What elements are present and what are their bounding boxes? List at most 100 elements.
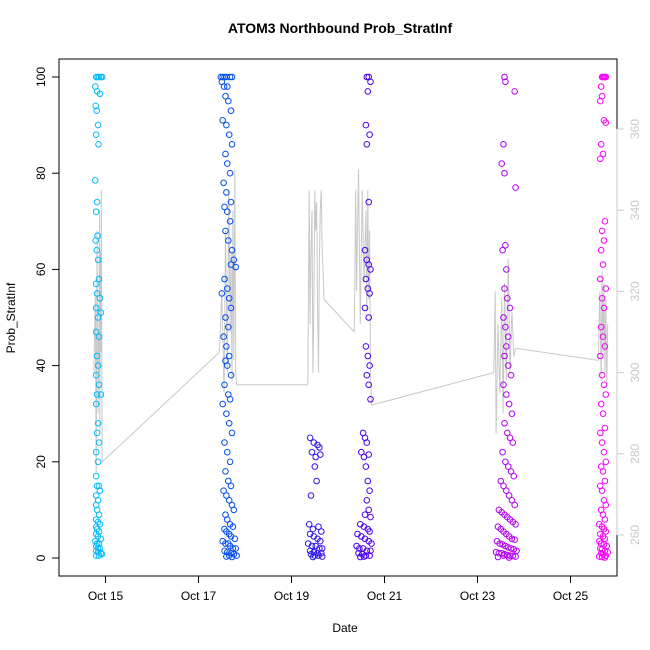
data-point <box>92 177 99 184</box>
data-point <box>501 420 508 427</box>
data-point <box>220 333 227 341</box>
y-tick-label: 60 <box>34 262 48 276</box>
data-point <box>98 550 106 558</box>
data-point <box>366 528 373 535</box>
data-point <box>224 448 231 456</box>
data-point <box>511 501 519 509</box>
data-point <box>501 73 508 81</box>
data-point <box>222 92 229 100</box>
data-point <box>92 208 100 215</box>
data-point <box>597 429 604 437</box>
data-point <box>95 275 103 283</box>
data-point <box>94 420 102 427</box>
x-axis-label: Date <box>332 621 358 635</box>
y-tick-label: 40 <box>34 359 48 373</box>
data-point <box>512 553 519 560</box>
data-point <box>97 391 105 398</box>
data-point <box>223 410 230 418</box>
data-point <box>221 439 228 446</box>
data-point <box>597 97 604 105</box>
data-point <box>224 285 231 292</box>
data-point <box>225 131 233 138</box>
data-point <box>599 150 607 158</box>
x-tick-label: Oct 17 <box>181 589 217 603</box>
data-point <box>507 371 515 379</box>
data-point <box>95 381 103 389</box>
data-point <box>367 513 374 521</box>
data-point <box>498 160 506 167</box>
data-point <box>598 439 606 446</box>
data-point <box>601 554 609 561</box>
data-point <box>598 553 606 561</box>
data-point <box>225 477 232 485</box>
data-point <box>220 487 227 495</box>
data-point <box>367 547 374 555</box>
data-point <box>602 285 610 292</box>
data-point <box>224 208 231 215</box>
secondary-line-segment-4 <box>353 169 372 406</box>
data-point <box>95 482 103 490</box>
x-tick-label: Oct 25 <box>553 589 589 603</box>
secondary-line-segment-1 <box>93 189 103 475</box>
data-point <box>311 552 319 559</box>
data-point <box>361 511 369 519</box>
data-point <box>305 521 313 528</box>
data-point <box>97 309 105 317</box>
data-point <box>366 362 373 369</box>
data-point <box>504 295 511 302</box>
data-point <box>503 343 510 350</box>
data-point <box>506 434 514 442</box>
data-point <box>602 458 610 466</box>
data-point <box>508 535 516 543</box>
data-point <box>500 381 507 389</box>
data-point <box>494 553 502 561</box>
data-point <box>318 553 326 560</box>
data-point <box>225 497 233 504</box>
data-point <box>227 107 235 114</box>
data-point <box>511 88 519 95</box>
data-point <box>599 261 607 268</box>
data-point <box>496 540 504 547</box>
data-point <box>365 198 373 206</box>
data-point <box>221 381 228 389</box>
data-point <box>222 468 229 475</box>
data-point <box>600 304 608 312</box>
data-point <box>232 263 239 271</box>
secondary-line-connector-1 <box>101 351 220 463</box>
data-point <box>500 141 507 148</box>
data-point <box>504 429 511 437</box>
data-point <box>95 511 103 519</box>
data-point <box>224 160 231 167</box>
data-point <box>92 237 99 244</box>
data-point <box>366 290 373 297</box>
data-point <box>597 246 605 254</box>
data-point <box>95 73 103 81</box>
secondary-line-connector-4 <box>371 372 494 406</box>
data-point <box>509 552 517 560</box>
data-point <box>95 333 103 341</box>
data-point <box>597 323 605 331</box>
data-point <box>226 458 234 466</box>
data-point <box>223 121 230 129</box>
data-point <box>512 521 519 528</box>
data-point <box>497 477 505 485</box>
data-point <box>366 131 373 138</box>
data-point <box>361 304 369 312</box>
data-point <box>364 352 372 360</box>
data-point <box>601 477 609 485</box>
data-point <box>599 468 607 475</box>
data-point <box>504 463 512 470</box>
chart-title: ATOM3 Northbound Prob_StratInf <box>228 20 453 36</box>
data-point <box>98 73 106 81</box>
data-point <box>597 155 604 163</box>
data-point <box>92 102 99 110</box>
data-point <box>225 237 232 244</box>
data-point <box>223 492 230 499</box>
data-point <box>356 545 363 552</box>
data-point <box>224 548 231 556</box>
data-point <box>601 516 609 523</box>
data-point <box>93 482 101 490</box>
data-point <box>226 396 234 403</box>
data-point <box>598 295 606 302</box>
data-point <box>227 371 235 379</box>
